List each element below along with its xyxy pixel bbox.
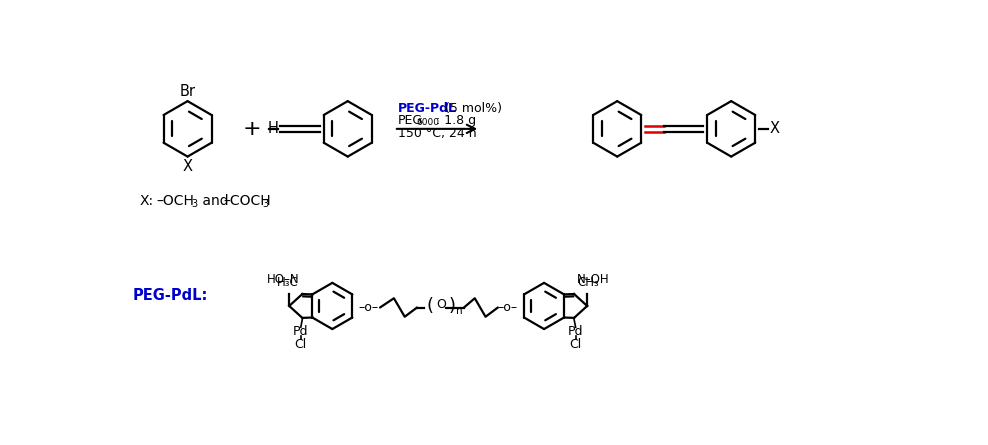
Text: PEG-PdL: PEG-PdL [398,102,456,115]
Text: X: X [770,121,780,136]
Text: Cl: Cl [294,338,307,351]
Text: (5 mol%): (5 mol%) [441,102,502,115]
Text: –COCH: –COCH [223,194,272,208]
Text: H₃C: H₃C [277,276,298,289]
Text: 3: 3 [192,199,198,209]
Text: –o–: –o– [498,301,518,314]
Text: : 1.8 g: : 1.8 g [437,114,476,127]
Text: Pd: Pd [293,325,308,338]
Text: n: n [455,306,462,316]
Text: 6000: 6000 [416,118,440,127]
Text: Br: Br [180,84,196,99]
Text: CH₃: CH₃ [578,276,600,289]
Text: PEG-PdL:: PEG-PdL: [132,288,207,303]
Text: X:: X: [140,194,154,208]
Text: H: H [268,121,279,136]
Text: Pd: Pd [568,325,583,338]
Text: N–OH: N–OH [577,273,610,286]
Text: O: O [436,298,446,311]
Text: PEG: PEG [398,114,423,127]
Text: HO–N: HO–N [267,273,299,286]
Text: +: + [242,119,261,139]
Text: 3: 3 [262,199,269,209]
Text: and: and [198,194,232,208]
Text: –OCH: –OCH [157,194,195,208]
Text: (: ( [427,297,434,315]
Text: 150 °C, 24 h: 150 °C, 24 h [398,127,476,140]
Text: X: X [183,159,193,174]
Text: Cl: Cl [569,338,582,351]
Text: ): ) [449,297,455,315]
Text: –o–: –o– [359,301,378,314]
